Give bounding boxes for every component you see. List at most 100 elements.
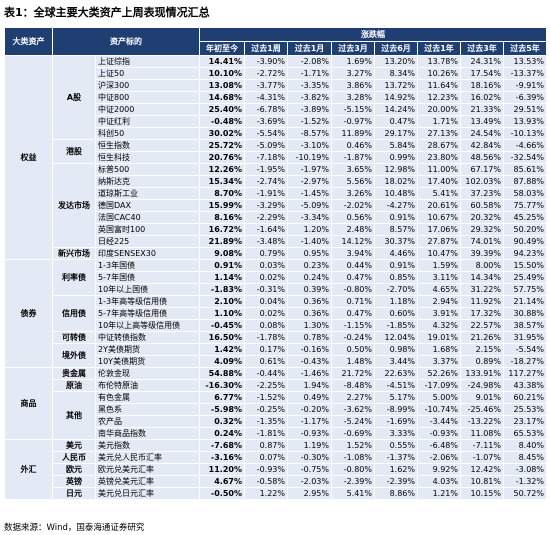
period-value-cell: -13.37% <box>503 67 547 80</box>
period-value-cell: 3.44% <box>374 355 418 368</box>
group-cell: 欧元 <box>52 463 96 476</box>
period-value-cell: -1.15% <box>331 319 375 332</box>
period-value-cell: -0.80% <box>331 463 375 476</box>
period-value-cell: 30.88% <box>503 307 547 320</box>
period-value-cell: 52.26% <box>417 367 461 380</box>
period-value-cell: 1.30% <box>287 319 332 332</box>
period-value-cell: 1.21% <box>417 487 461 500</box>
header-category: 大类资产 <box>4 27 53 56</box>
asset-name-cell: 日经225 <box>95 235 200 248</box>
period-value-cell: -8.48% <box>331 379 375 392</box>
period-value-cell: -2.03% <box>287 475 332 488</box>
asset-name-cell: 中证转债指数 <box>95 331 200 344</box>
period-value-cell: 0.08% <box>244 319 288 332</box>
ytd-value-cell: -7.68% <box>199 439 245 452</box>
period-value-cell: 5.84% <box>374 139 418 152</box>
period-value-cell: 2.27% <box>331 391 375 404</box>
period-value-cell: 12.42% <box>460 463 504 476</box>
period-value-cell: 0.02% <box>244 271 288 284</box>
period-value-cell: -8.57% <box>287 127 332 140</box>
period-value-cell: 15.50% <box>503 259 547 272</box>
period-value-cell: -2.29% <box>244 211 288 224</box>
table-row: 恒生科技 20.76% -7.18% -10.19% -1.87% 0.99% 23.80%… <box>5 151 547 164</box>
period-value-cell: 3.94% <box>331 247 375 260</box>
table-row: 信用债 1-3年高等级信用债 2.10% 0.04% 0.36% 0.71% 1.18% 2.… <box>5 295 547 332</box>
period-value-cell: 8.34% <box>374 67 418 80</box>
period-value-cell: -4.66% <box>503 139 547 152</box>
ytd-value-cell: 15.34% <box>199 175 245 188</box>
period-value-cell: 29.32% <box>460 223 504 236</box>
table-row: 发达市场 标普500 12.26% -1.95% -1.97% 3.65% 12.98% 11… <box>5 163 547 248</box>
period-value-cell: -2.70% <box>374 283 418 296</box>
period-value-cell: -2.02% <box>331 199 375 212</box>
period-value-cell: 1.18% <box>374 295 418 308</box>
asset-name-cell: 1-3年国债 <box>95 259 200 272</box>
asset-name-cell: 欧元兑美元汇率 <box>95 463 200 476</box>
period-value-cell: -17.09% <box>417 379 461 392</box>
period-value-cell: 9.01% <box>460 391 504 404</box>
asset-name-cell: 英国富时100 <box>95 223 200 236</box>
period-value-cell: 0.91% <box>374 211 418 224</box>
header-period: 过去1年 <box>417 41 461 56</box>
period-value-cell: 2.48% <box>331 223 375 236</box>
period-value-cell: 1.20% <box>287 223 332 236</box>
period-value-cell: -8.99% <box>374 403 418 416</box>
period-value-cell: 8.00% <box>460 259 504 272</box>
table-row: 权益 A股 上证综指 14.41% -3.90% -2.08% 1.69% 13.20% 13.… <box>4 55 547 260</box>
period-value-cell: 31.95% <box>503 331 547 344</box>
period-value-cell: 13.93% <box>503 115 547 128</box>
table-row: 原油 布伦特原油 -16.30% -2.25% 1.94% -8.48% -4.51% -17… <box>5 379 547 392</box>
period-value-cell: 16.02% <box>460 91 504 104</box>
asset-name-cell: 伦敦金现 <box>95 367 200 380</box>
asset-name-cell: 德国DAX <box>95 199 200 212</box>
period-value-cell: 2.15% <box>460 343 504 356</box>
period-value-cell: -1.17% <box>287 415 332 428</box>
period-value-cell: 11.64% <box>417 79 461 92</box>
period-value-cell: 31.22% <box>460 283 504 296</box>
ytd-value-cell: 21.89% <box>199 235 245 248</box>
period-value-cell: 17.54% <box>460 67 504 80</box>
ytd-value-cell: 8.70% <box>199 187 245 200</box>
period-value-cell: 38.57% <box>503 319 547 332</box>
period-value-cell: 5.41% <box>417 187 461 200</box>
ytd-value-cell: 16.72% <box>199 223 245 236</box>
table-title: 表1：全球主要大类资产上周表现情况汇总 <box>4 6 210 19</box>
period-value-cell: 0.04% <box>244 295 288 308</box>
period-value-cell: 1.69% <box>331 55 375 68</box>
table-row: 其他 有色金属 6.77% -1.52% 0.49% 2.27% 5.17% 5.00% 9.0… <box>5 391 547 440</box>
ytd-value-cell: -0.50% <box>199 487 245 500</box>
period-value-cell: -5.09% <box>287 199 332 212</box>
asset-name-cell: 布伦特原油 <box>95 379 200 392</box>
period-value-cell: 9.92% <box>417 463 461 476</box>
group-cell: 其他 <box>52 391 96 440</box>
period-value-cell: -1.97% <box>287 163 332 176</box>
period-value-cell: 0.47% <box>331 307 375 320</box>
period-value-cell: 65.53% <box>503 427 547 440</box>
asset-name-cell: 法国CAC40 <box>95 211 200 224</box>
period-value-cell: 0.89% <box>460 355 504 368</box>
period-value-cell: -1.87% <box>331 151 375 164</box>
period-value-cell: -1.40% <box>287 235 332 248</box>
period-value-cell: 50.72% <box>503 487 547 500</box>
group-cell: A股 <box>52 55 96 140</box>
period-value-cell: 0.07% <box>244 451 288 464</box>
period-value-cell: 17.40% <box>417 175 461 188</box>
asset-name-cell: 道琼斯工业 <box>95 187 200 200</box>
period-value-cell: -2.08% <box>287 55 332 68</box>
period-value-cell: 0.44% <box>331 259 375 272</box>
period-value-cell: 90.49% <box>503 235 547 248</box>
period-value-cell: -10.74% <box>417 403 461 416</box>
period-value-cell: 3.28% <box>331 91 375 104</box>
period-value-cell: 0.61% <box>244 355 288 368</box>
period-value-cell: 10.81% <box>460 475 504 488</box>
period-value-cell: 60.58% <box>460 199 504 212</box>
ytd-value-cell: 0.91% <box>199 259 245 272</box>
period-value-cell: 133.91% <box>460 367 504 380</box>
ytd-value-cell: 0.24% <box>199 427 245 440</box>
period-value-cell: 24.31% <box>460 55 504 68</box>
asset-name-cell: 沪深300 <box>95 79 200 92</box>
period-value-cell: -3.10% <box>287 139 332 152</box>
period-value-cell: -2.97% <box>287 175 332 188</box>
period-value-cell: 37.23% <box>460 187 504 200</box>
ytd-value-cell: 30.02% <box>199 127 245 140</box>
